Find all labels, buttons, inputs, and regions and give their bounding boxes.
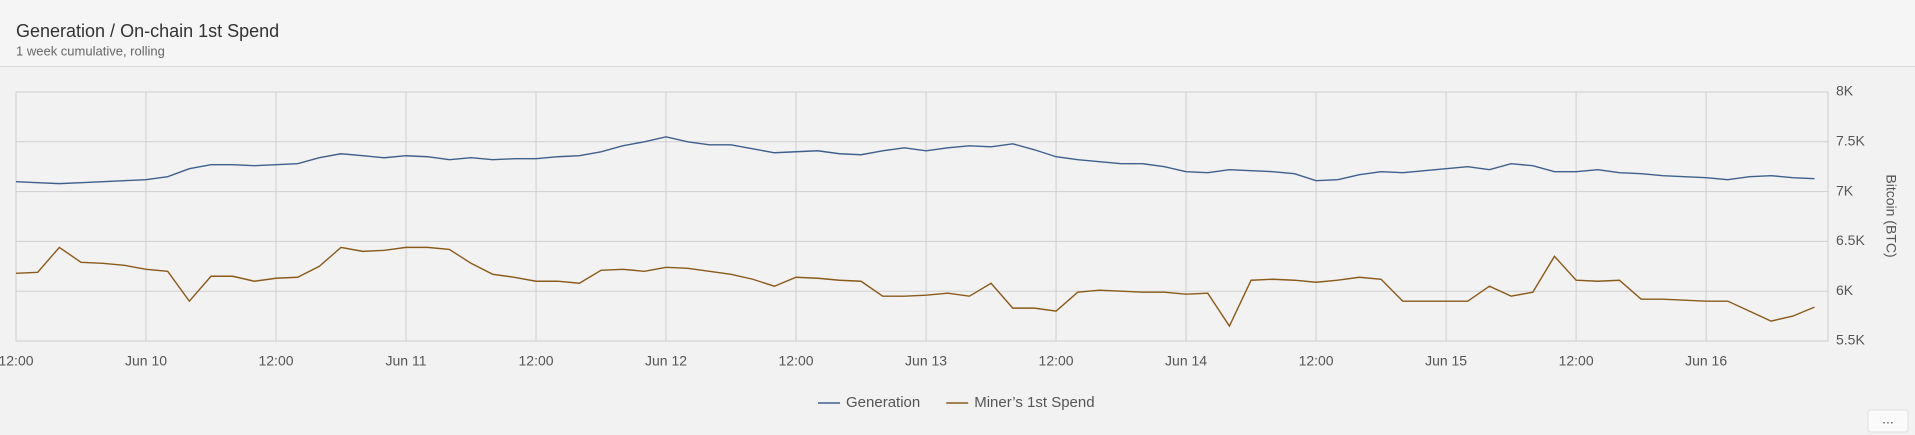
x-tick-label: 12:00 <box>1299 353 1334 369</box>
x-tick-label: Jun 15 <box>1425 353 1467 369</box>
x-tick-label: 12:00 <box>1559 353 1594 369</box>
y-axis-title: Bitcoin (BTC) <box>1883 174 1899 257</box>
x-tick-label: Jun 13 <box>905 353 947 369</box>
y-tick-label: 5.5K <box>1836 332 1865 348</box>
header-bg <box>0 0 1915 66</box>
x-tick-label: Jun 12 <box>645 353 687 369</box>
chart-title: Generation / On-chain 1st Spend <box>16 21 279 41</box>
x-tick-label: 12:00 <box>0 353 34 369</box>
y-tick-label: 7.5K <box>1836 133 1865 149</box>
y-tick-label: 6K <box>1836 282 1854 298</box>
y-tick-label: 7K <box>1836 182 1854 198</box>
x-tick-label: 12:00 <box>779 353 814 369</box>
menu-button[interactable] <box>1867 409 1909 433</box>
plot-area <box>15 91 1829 342</box>
menu-icon[interactable]: ... <box>1882 411 1894 427</box>
x-tick-label: 12:00 <box>1039 353 1074 369</box>
line-series <box>15 246 1815 328</box>
legend-label: Generation <box>846 394 920 411</box>
x-tick-label: Jun 10 <box>125 353 167 369</box>
x-tick-label: 12:00 <box>258 353 293 369</box>
chart-subtitle: 1 week cumulative, rolling <box>16 43 165 58</box>
y-tick-label: 6.5K <box>1836 232 1865 248</box>
x-tick-label: Jun 14 <box>1165 353 1207 369</box>
x-tick-label: 12:00 <box>519 353 554 369</box>
y-tick-label: 8K <box>1836 83 1854 99</box>
legend-label: Miner’s 1st Spend <box>974 394 1094 411</box>
x-tick-label: Jun 11 <box>386 353 427 369</box>
line-series <box>15 136 1815 185</box>
x-tick-label: Jun 16 <box>1685 353 1727 369</box>
